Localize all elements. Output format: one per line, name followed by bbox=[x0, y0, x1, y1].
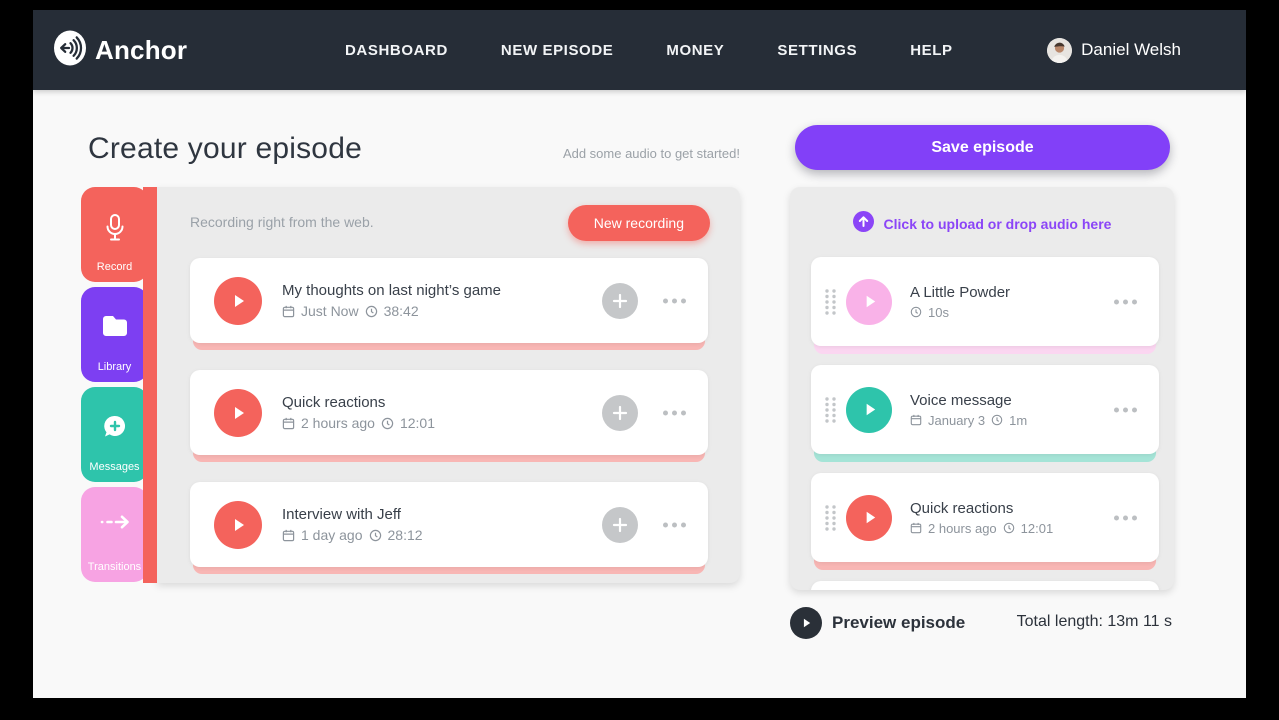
add-to-episode-button[interactable] bbox=[602, 506, 638, 543]
segment-card: Quick reactions 2 hours ago 12:01 bbox=[811, 473, 1159, 570]
segment-title: A Little Powder bbox=[910, 283, 1011, 301]
new-recording-button[interactable]: New recording bbox=[567, 205, 710, 241]
navbar: Anchor DASHBOARD NEW EPISODE MONEY SETTI… bbox=[33, 10, 1246, 90]
source-tabs: Record Library Messages bbox=[81, 187, 148, 587]
clock-icon bbox=[369, 529, 382, 542]
upload-label: Click to upload or drop audio here bbox=[883, 216, 1112, 232]
add-to-episode-button[interactable] bbox=[602, 282, 638, 319]
nav-item-help[interactable]: HELP bbox=[910, 41, 953, 59]
anchor-logo[interactable]: Anchor bbox=[52, 10, 187, 90]
calendar-icon bbox=[282, 417, 295, 430]
tab-record-label: Record bbox=[96, 261, 133, 273]
recordings-panel: Recording right from the web. New record… bbox=[157, 187, 740, 583]
more-options-button[interactable] bbox=[1114, 407, 1137, 412]
preview-episode-button[interactable]: Preview episode bbox=[790, 607, 965, 639]
recording-title: Interview with Jeff bbox=[282, 506, 401, 523]
tab-transitions-label: Transitions bbox=[87, 561, 142, 573]
nav-item-dashboard[interactable]: DASHBOARD bbox=[345, 41, 448, 59]
save-episode-button[interactable]: Save episode bbox=[795, 125, 1170, 170]
clock-icon bbox=[910, 306, 922, 318]
message-plus-icon bbox=[101, 413, 129, 446]
upload-audio-dropzone[interactable]: Click to upload or drop audio here bbox=[790, 211, 1174, 237]
recording-card: Quick reactions 2 hours ago 12:01 bbox=[190, 370, 708, 462]
page-title: Create your episode bbox=[88, 132, 362, 165]
calendar-icon bbox=[910, 522, 922, 534]
play-button[interactable] bbox=[214, 388, 262, 437]
upload-icon bbox=[852, 211, 874, 237]
avatar bbox=[1047, 37, 1073, 63]
recording-card: My thoughts on last night’s game Just No… bbox=[190, 258, 708, 350]
calendar-icon bbox=[910, 414, 922, 426]
calendar-icon bbox=[282, 529, 295, 542]
tab-messages-label: Messages bbox=[89, 461, 140, 473]
tab-record[interactable]: Record bbox=[81, 187, 148, 282]
play-button[interactable] bbox=[214, 276, 262, 325]
nav-links: DASHBOARD NEW EPISODE MONEY SETTINGS HEL… bbox=[345, 10, 953, 90]
recording-date: 1 day ago bbox=[301, 527, 363, 543]
add-to-episode-button[interactable] bbox=[602, 394, 638, 431]
clock-icon bbox=[365, 305, 378, 318]
user-name: Daniel Welsh bbox=[1081, 40, 1181, 59]
play-button[interactable] bbox=[214, 500, 262, 549]
folder-icon bbox=[100, 313, 130, 344]
play-button[interactable] bbox=[846, 494, 892, 541]
drag-handle-icon[interactable] bbox=[824, 396, 837, 424]
play-button[interactable] bbox=[846, 386, 892, 433]
segments-list: A Little Powder 10s bbox=[811, 257, 1159, 590]
segment-card-partial[interactable] bbox=[811, 581, 1159, 590]
nav-item-money[interactable]: MONEY bbox=[666, 41, 725, 59]
segment-duration: 10s bbox=[928, 304, 949, 320]
more-options-button[interactable] bbox=[1114, 515, 1137, 520]
header-hint: Add some audio to get started! bbox=[562, 146, 740, 161]
recording-date: 2 hours ago bbox=[301, 415, 375, 431]
transition-arrow-icon bbox=[99, 513, 131, 536]
segment-duration: 1m bbox=[1009, 412, 1028, 428]
play-button[interactable] bbox=[846, 278, 892, 325]
active-tab-strip bbox=[143, 187, 157, 583]
recording-duration: 12:01 bbox=[399, 415, 435, 431]
nav-item-settings[interactable]: SETTINGS bbox=[777, 41, 858, 59]
preview-play-icon bbox=[790, 607, 822, 639]
preview-episode-label: Preview episode bbox=[832, 613, 966, 632]
recording-title: My thoughts on last night’s game bbox=[282, 282, 502, 299]
recordings-list: My thoughts on last night’s game Just No… bbox=[190, 258, 708, 594]
more-options-button[interactable] bbox=[663, 522, 686, 527]
tab-library[interactable]: Library bbox=[81, 287, 148, 382]
recording-duration: 38:42 bbox=[383, 303, 419, 319]
segment-title: Voice message bbox=[910, 391, 1012, 409]
recordings-hint: Recording right from the web. bbox=[190, 214, 374, 230]
clock-icon bbox=[381, 417, 394, 430]
tab-transitions[interactable]: Transitions bbox=[81, 487, 148, 582]
calendar-icon bbox=[282, 305, 295, 318]
segment-date: January 3 bbox=[928, 412, 986, 428]
more-options-button[interactable] bbox=[663, 298, 686, 303]
drag-handle-icon[interactable] bbox=[824, 288, 837, 316]
segment-duration: 12:01 bbox=[1020, 520, 1054, 536]
segment-date: 2 hours ago bbox=[928, 520, 997, 536]
recording-card: Interview with Jeff 1 day ago 28:12 bbox=[190, 482, 708, 574]
clock-icon bbox=[991, 414, 1003, 426]
total-length: Total length: 13m 11 s bbox=[1016, 613, 1172, 630]
episode-panel: Click to upload or drop audio here bbox=[790, 187, 1174, 590]
brand-name: Anchor bbox=[95, 34, 188, 65]
recording-duration: 28:12 bbox=[387, 527, 423, 543]
clock-icon bbox=[1003, 522, 1015, 534]
nav-item-new-episode[interactable]: NEW EPISODE bbox=[500, 41, 614, 59]
more-options-button[interactable] bbox=[663, 410, 686, 415]
microphone-icon bbox=[103, 213, 127, 248]
more-options-button[interactable] bbox=[1114, 299, 1137, 304]
segment-title: Quick reactions bbox=[910, 499, 1014, 517]
tab-library-label: Library bbox=[97, 361, 132, 373]
user-menu[interactable]: Daniel Welsh bbox=[1047, 10, 1181, 90]
anchor-logo-icon bbox=[52, 29, 88, 72]
recording-title: Quick reactions bbox=[282, 394, 386, 411]
segment-card: A Little Powder 10s bbox=[811, 257, 1159, 354]
segment-card: Voice message January 3 1m bbox=[811, 365, 1159, 462]
tab-messages[interactable]: Messages bbox=[81, 387, 148, 482]
recording-date: Just Now bbox=[301, 303, 359, 319]
app-window: Anchor DASHBOARD NEW EPISODE MONEY SETTI… bbox=[33, 10, 1246, 698]
drag-handle-icon[interactable] bbox=[824, 504, 837, 532]
